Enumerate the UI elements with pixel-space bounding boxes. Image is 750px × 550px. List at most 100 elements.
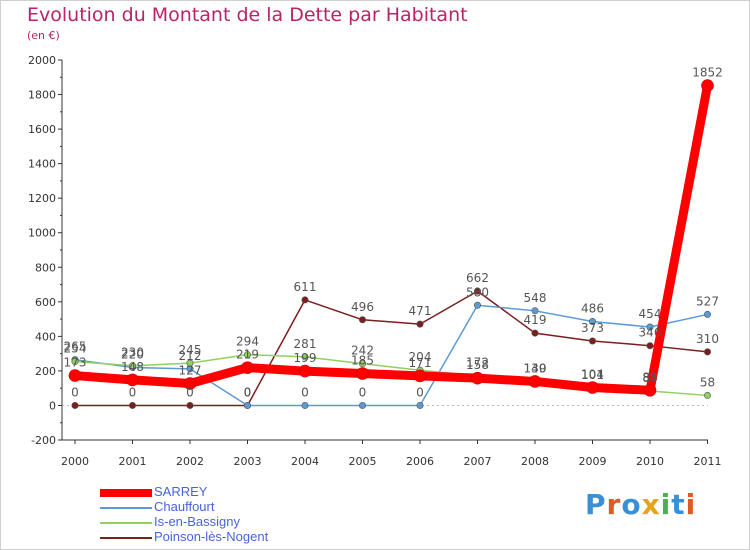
data-label-chauffourt: 527 (696, 294, 719, 308)
data-point-chauffourt (473, 301, 481, 309)
legend-label-is-en-bassigny: Is-en-Bassigny (154, 514, 240, 529)
legend-swatch-poinson-les-nogent (100, 537, 152, 539)
data-label-sarrey: 199 (294, 351, 317, 365)
legend-label-poinson-les-nogent: Poinson-lès-Nogent (154, 529, 269, 544)
data-label-sarrey: 173 (64, 356, 87, 370)
data-label-chauffourt: 0 (359, 385, 367, 399)
data-label-sarrey: 148 (121, 360, 144, 374)
data-point-chauffourt (588, 318, 596, 326)
data-label-chauffourt: 265 (64, 340, 87, 354)
data-label-poinson-l-s-nogent: 373 (581, 321, 604, 335)
y-tick-label: 2000 (28, 54, 56, 67)
brand-letter: P (585, 488, 607, 521)
data-label-chauffourt: 580 (466, 285, 489, 299)
x-tick-label: 2000 (61, 455, 89, 468)
legend-label-chauffourt: Chauffourt (154, 499, 215, 514)
data-label-is-en-bassigny: 84 (642, 371, 657, 385)
data-point-sarrey (183, 377, 197, 390)
legend-label-sarrey: SARREY (154, 484, 208, 499)
data-label-sarrey: 88 (642, 370, 657, 384)
data-label-is-en-bassigny: 242 (351, 344, 374, 358)
y-tick-label: 1400 (28, 158, 56, 171)
y-tick-label: 200 (35, 365, 56, 378)
data-label-poinson-l-s-nogent: 0 (244, 385, 252, 399)
data-label-sarrey: 127 (179, 364, 202, 378)
data-label-poinson-l-s-nogent: 0 (186, 385, 194, 399)
chart-subtitle: (en €) (27, 29, 60, 42)
data-point-is-en-bassigny (71, 358, 79, 366)
data-label-chauffourt: 548 (524, 291, 547, 305)
data-point-sarrey (126, 373, 139, 387)
legend-swatch-chauffourt (100, 507, 152, 509)
data-point-is-en-bassigny (244, 351, 252, 359)
x-tick-label: 2009 (579, 455, 607, 468)
data-point-is-en-bassigny (301, 353, 309, 361)
data-point-chauffourt (646, 323, 654, 331)
data-point-poinson-l-s-nogent (646, 342, 654, 350)
data-point-sarrey (241, 361, 254, 374)
data-label-is-en-bassigny: 140 (524, 361, 547, 375)
data-label-sarrey: 219 (236, 348, 259, 362)
data-label-chauffourt: 220 (121, 347, 144, 361)
series-line-chauffourt (74, 304, 709, 407)
legend-swatch-is-en-bassigny (100, 522, 152, 524)
data-label-chauffourt: 454 (639, 307, 662, 321)
brand-logo: Proxiti (585, 488, 696, 521)
data-label-sarrey: 171 (409, 356, 432, 370)
data-label-sarrey: 185 (351, 354, 374, 368)
data-point-poinson-l-s-nogent (588, 337, 596, 345)
chart-title: Evolution du Montant de la Dette par Hab… (27, 4, 468, 26)
data-label-poinson-l-s-nogent: 419 (524, 313, 547, 327)
data-label-sarrey: 1852 (692, 66, 723, 80)
data-label-chauffourt: 212 (179, 349, 202, 363)
data-point-poinson-l-s-nogent (473, 287, 481, 295)
y-tick-label: 1000 (28, 227, 56, 240)
brand-letter: r (606, 488, 622, 521)
data-point-is-en-bassigny (186, 359, 194, 367)
data-label-chauffourt: 0 (244, 385, 252, 399)
data-label-chauffourt: 0 (301, 385, 309, 399)
data-point-chauffourt (416, 401, 424, 409)
y-tick-label: 800 (35, 261, 56, 274)
data-point-poinson-l-s-nogent (531, 329, 539, 337)
data-point-chauffourt (301, 401, 309, 409)
x-tick-label: 2007 (464, 455, 492, 468)
data-label-is-en-bassigny: 294 (236, 335, 259, 349)
data-point-poinson-l-s-nogent (71, 401, 79, 409)
brand-letter: o (621, 488, 642, 521)
series-line-sarrey (70, 81, 712, 395)
brand-letter: i (660, 488, 672, 521)
data-point-sarrey (298, 364, 312, 378)
data-label-poinson-l-s-nogent: 0 (71, 385, 79, 399)
data-point-sarrey (701, 79, 714, 92)
y-tick-label: 400 (35, 330, 56, 343)
data-label-poinson-l-s-nogent: 471 (409, 304, 432, 318)
y-tick-label: 1200 (28, 192, 56, 205)
data-label-is-en-bassigny: 172 (466, 356, 489, 370)
data-point-chauffourt (703, 310, 711, 318)
data-point-poinson-l-s-nogent (358, 316, 366, 324)
data-point-sarrey (413, 369, 427, 383)
data-label-poinson-l-s-nogent: 611 (294, 280, 317, 294)
data-point-poinson-l-s-nogent (703, 348, 711, 356)
data-point-chauffourt (244, 401, 252, 409)
x-tick-label: 2005 (349, 455, 377, 468)
data-point-sarrey (356, 367, 369, 380)
y-tick-label: 1800 (28, 89, 56, 102)
data-point-is-en-bassigny (129, 362, 137, 370)
data-point-chauffourt (358, 401, 366, 409)
data-label-chauffourt: 0 (416, 385, 424, 399)
x-tick-label: 2004 (291, 455, 319, 468)
y-tick-label: 0 (49, 399, 56, 412)
data-point-sarrey (471, 371, 484, 385)
data-label-is-en-bassigny: 245 (179, 343, 202, 357)
data-label-is-en-bassigny: 254 (64, 342, 87, 356)
data-label-poinson-l-s-nogent: 662 (466, 271, 489, 285)
brand-letter: x (641, 488, 661, 521)
x-tick-label: 2002 (176, 455, 204, 468)
data-point-poinson-l-s-nogent (186, 401, 194, 409)
data-point-is-en-bassigny (703, 391, 711, 399)
